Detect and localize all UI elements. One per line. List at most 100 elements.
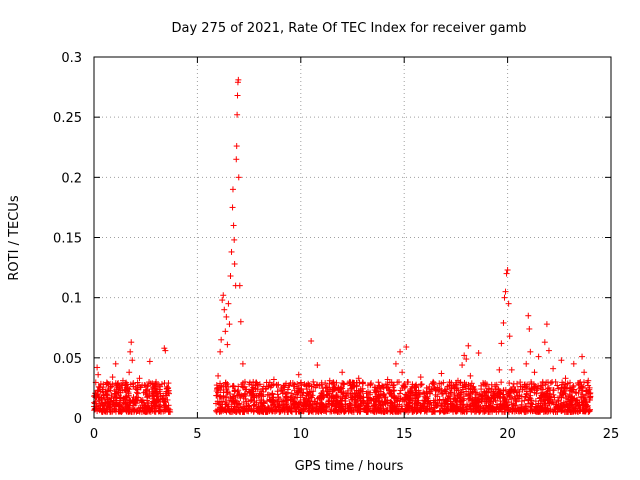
- data-point: [533, 390, 540, 397]
- data-point: [524, 381, 531, 388]
- data-point: [228, 399, 235, 406]
- data-point: [230, 393, 237, 400]
- data-point: [229, 186, 236, 193]
- data-point: [233, 156, 240, 163]
- data-point: [288, 390, 295, 397]
- data-point: [557, 400, 564, 407]
- data-point: [129, 357, 136, 364]
- data-point: [558, 357, 565, 364]
- data-point: [586, 384, 593, 391]
- data-point: [138, 398, 145, 405]
- data-point: [431, 385, 438, 392]
- data-point: [454, 403, 461, 410]
- data-point: [163, 392, 170, 399]
- data-point: [308, 337, 315, 344]
- data-point: [380, 384, 387, 391]
- data-point: [214, 392, 221, 399]
- data-point: [351, 389, 358, 396]
- data-point: [123, 394, 130, 401]
- data-point: [229, 204, 236, 211]
- data-point: [405, 408, 412, 415]
- y-tick-label: 0.25: [53, 111, 82, 126]
- data-point: [348, 406, 355, 413]
- data-point: [506, 333, 513, 340]
- data-point: [351, 396, 358, 403]
- data-point: [391, 381, 398, 388]
- data-point: [536, 395, 543, 402]
- data-point: [359, 388, 366, 395]
- data-point: [519, 383, 526, 390]
- data-point: [392, 360, 399, 367]
- chart-title: Day 275 of 2021, Rate Of TEC Index for r…: [171, 21, 526, 36]
- data-point: [531, 384, 538, 391]
- data-point: [316, 407, 323, 414]
- data-point: [149, 380, 156, 387]
- data-point: [133, 389, 140, 396]
- data-point: [313, 382, 320, 389]
- data-point: [223, 313, 230, 320]
- data-point: [368, 380, 375, 387]
- data-point: [232, 397, 239, 404]
- data-point: [222, 406, 229, 413]
- data-point: [126, 402, 133, 409]
- data-point: [165, 380, 172, 387]
- data-point: [446, 382, 453, 389]
- data-point: [427, 390, 434, 397]
- data-point: [438, 370, 445, 377]
- data-point: [409, 403, 416, 410]
- data-point: [98, 396, 105, 403]
- data-point: [344, 387, 351, 394]
- data-point: [97, 388, 104, 395]
- data-point: [502, 288, 509, 295]
- data-point: [527, 392, 534, 399]
- data-point: [136, 375, 143, 382]
- y-tick-label: 0: [74, 412, 82, 427]
- data-point: [280, 398, 287, 405]
- data-point: [218, 336, 225, 343]
- data-point: [236, 391, 243, 398]
- data-point: [477, 408, 484, 415]
- data-point: [394, 398, 401, 405]
- data-point: [463, 388, 470, 395]
- data-marks: [91, 76, 594, 415]
- data-point: [528, 386, 535, 393]
- data-point: [426, 386, 433, 393]
- data-point: [476, 408, 483, 415]
- data-point: [430, 397, 437, 404]
- data-point: [550, 365, 557, 372]
- data-point: [318, 393, 325, 400]
- data-point: [486, 406, 493, 413]
- data-point: [240, 407, 247, 414]
- data-point: [576, 402, 583, 409]
- data-point: [213, 400, 220, 407]
- data-point: [486, 386, 493, 393]
- data-point: [258, 391, 265, 398]
- data-point: [450, 395, 457, 402]
- data-point: [558, 386, 565, 393]
- data-point: [130, 400, 137, 407]
- data-point: [556, 404, 563, 411]
- data-point: [261, 404, 268, 411]
- data-point: [258, 396, 265, 403]
- data-point: [505, 300, 512, 307]
- data-point: [231, 403, 238, 410]
- data-point: [573, 390, 580, 397]
- data-point: [92, 394, 99, 401]
- data-point: [387, 390, 394, 397]
- data-point: [156, 407, 163, 414]
- data-point: [224, 389, 231, 396]
- data-point: [420, 389, 427, 396]
- data-point: [541, 400, 548, 407]
- data-point: [250, 407, 257, 414]
- data-point: [432, 386, 439, 393]
- data-point: [363, 394, 370, 401]
- data-point: [543, 321, 550, 328]
- data-point: [329, 401, 336, 408]
- data-point: [395, 393, 402, 400]
- data-point: [514, 387, 521, 394]
- data-point: [122, 399, 129, 406]
- data-point: [283, 393, 290, 400]
- data-point: [231, 236, 238, 243]
- data-point: [498, 379, 505, 386]
- data-point: [560, 389, 567, 396]
